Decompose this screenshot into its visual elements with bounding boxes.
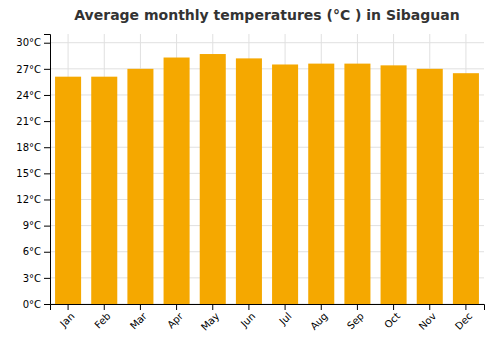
x-tick-label: Jul (277, 310, 294, 327)
x-tick-label: Feb (92, 310, 112, 330)
y-tick: 18°C (16, 142, 50, 153)
y-axis-line (44, 35, 51, 305)
bar (164, 58, 190, 304)
y-tick-mark (44, 304, 50, 305)
y-tick-label: 12°C (16, 194, 41, 205)
bar (272, 64, 298, 304)
y-tick: 9°C (23, 220, 50, 231)
y-tick-label: 18°C (16, 142, 41, 153)
x-tick: Oct (382, 304, 402, 330)
x-tick: Dec (453, 304, 474, 332)
x-tick: Jan (57, 304, 76, 330)
bars (55, 54, 479, 304)
bar (91, 77, 117, 304)
x-tick: Sep (345, 304, 366, 331)
bar (417, 69, 443, 304)
y-tick-label: 21°C (16, 116, 41, 127)
y-tick: 3°C (23, 273, 50, 284)
y-tick-label: 30°C (16, 37, 41, 48)
y-tick-label: 15°C (16, 168, 41, 179)
x-tick-label: Nov (417, 310, 439, 332)
y-tick-mark (44, 147, 50, 148)
y-tick: 6°C (23, 246, 50, 257)
x-tick: Aug (308, 304, 330, 332)
y-tick-mark (44, 95, 50, 96)
chart-title: Average monthly temperatures (°C ) in Si… (74, 7, 459, 23)
y-tick: 27°C (16, 64, 50, 75)
y-tick-mark (44, 278, 50, 279)
y-tick-label: 3°C (23, 273, 41, 284)
x-axis-line (51, 305, 485, 311)
x-tick-mark (68, 304, 69, 310)
bar (344, 64, 370, 304)
y-tick-label: 27°C (16, 64, 41, 75)
y-tick: 24°C (16, 90, 50, 101)
x-tick-label: Mar (128, 310, 150, 332)
y-tick: 15°C (16, 168, 50, 179)
x-tick-mark (176, 304, 177, 310)
x-tick-mark (321, 304, 322, 310)
bar (381, 65, 407, 304)
chart-container: 0°C 3°C 6°C 9°C 12°C 15°C 18°C 21°C 24°C 27°C 30°C… (0, 0, 500, 350)
y-tick-label: 0°C (23, 299, 41, 310)
bar (308, 64, 334, 304)
x-tick-mark (104, 304, 105, 310)
grid-line-y (50, 42, 484, 43)
bar (127, 69, 153, 304)
y-tick-label: 9°C (23, 220, 41, 231)
chart-svg: 0°C 3°C 6°C 9°C 12°C 15°C 18°C 21°C 24°C 27°C 30°C… (0, 0, 500, 350)
x-tick: Jun (238, 304, 258, 330)
y-tick: 12°C (16, 194, 50, 205)
y-tick-label: 24°C (16, 90, 41, 101)
x-tick-mark (212, 304, 213, 310)
x-tick: Jul (277, 304, 294, 327)
x-tick-label: Jan (57, 310, 76, 329)
x-tick-mark (429, 304, 430, 310)
y-tick: 21°C (16, 116, 50, 127)
x-tick-mark (285, 304, 286, 310)
plot-area: 0°C 3°C 6°C 9°C 12°C 15°C 18°C 21°C 24°C 27°C 30°C… (16, 34, 484, 333)
y-tick-label: 6°C (23, 246, 41, 257)
x-tick-mark (393, 304, 394, 310)
x-tick-label: Jun (238, 310, 258, 330)
x-tick: Mar (128, 304, 150, 331)
x-tick-mark (140, 304, 141, 310)
x-tick: Apr (165, 304, 186, 330)
y-tick-mark (44, 121, 50, 122)
y-tick-mark (44, 226, 50, 227)
bar (453, 73, 479, 304)
x-axis: Jan Feb Mar Apr May Jun Jul Aug Sep Oct Nov Dec (51, 304, 485, 333)
y-tick-mark (44, 43, 50, 44)
bar (55, 77, 81, 304)
y-tick-mark (44, 199, 50, 200)
x-tick-label: Apr (165, 310, 186, 331)
x-tick: May (199, 304, 221, 333)
x-tick-mark (465, 304, 466, 310)
x-tick-label: Aug (308, 310, 330, 332)
y-tick-mark (44, 173, 50, 174)
bar (200, 54, 226, 304)
x-tick-label: Dec (453, 310, 474, 331)
y-tick: 0°C (23, 299, 50, 310)
x-tick-mark (248, 304, 249, 310)
grid (50, 34, 484, 304)
bar (236, 58, 262, 304)
x-tick: Feb (92, 304, 112, 331)
y-tick-mark (44, 69, 50, 70)
y-axis: 0°C 3°C 6°C 9°C 12°C 15°C 18°C 21°C 24°C 27°C 30°C (16, 35, 50, 310)
x-tick: Nov (417, 304, 439, 332)
y-tick-mark (44, 252, 50, 253)
x-tick-mark (357, 304, 358, 310)
x-tick-label: Oct (382, 310, 402, 330)
y-tick: 30°C (16, 37, 50, 48)
x-tick-label: Sep (345, 310, 366, 331)
x-tick-label: May (199, 310, 221, 332)
